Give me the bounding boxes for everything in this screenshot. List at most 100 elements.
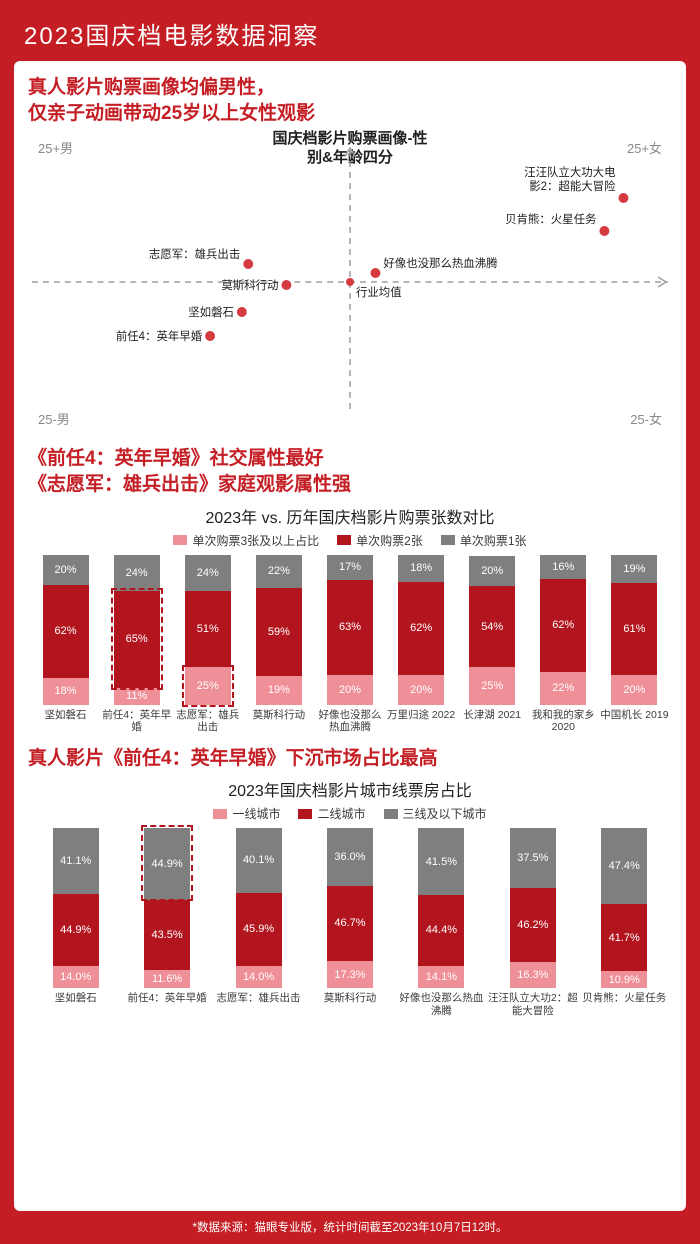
bar-x-label: 我和我的家乡 2020 — [528, 709, 599, 734]
legend-label: 三线及以下城市 — [403, 805, 487, 822]
bar-segment-pink: 20% — [611, 675, 657, 705]
bar-x-label: 汪汪队立大功2：超能大冒险 — [487, 992, 578, 1017]
bar-segment-gray: 18% — [398, 555, 444, 582]
bar-segment-gray: 20% — [469, 556, 515, 586]
legend-swatch — [213, 809, 227, 819]
bar-segment-gray: 47.4% — [601, 828, 647, 904]
heading-line: 仅亲子动画带动25岁以上女性观影 — [28, 103, 315, 124]
bar-column: 20%62%18% — [386, 555, 457, 705]
bar2-heading: 真人影片《前任4：英年早婚》下沉市场占比最高 — [28, 746, 672, 772]
bar-x-label: 志愿军：雄兵出击 — [172, 709, 243, 734]
svg-text:莫斯科行动: 莫斯科行动 — [221, 278, 278, 292]
bar-stack: 20%62%18% — [398, 555, 444, 705]
legend-item: 单次购票1张 — [441, 532, 527, 549]
bar-segment-pink: 19% — [256, 676, 302, 705]
legend-swatch — [384, 809, 398, 819]
scatter-section: 真人影片购票画像均偏男性， 仅亲子动画带动25岁以上女性观影 国庆档影片购票画像… — [28, 75, 672, 432]
legend-item: 一线城市 — [213, 805, 280, 822]
page-title: 2023国庆档电影数据洞察 — [0, 0, 700, 61]
svg-text:前任4：英年早婚: 前任4：英年早婚 — [116, 329, 203, 343]
bar-x-label: 坚如磐石 — [30, 709, 101, 734]
legend-swatch — [173, 535, 187, 545]
bar-x-label: 前任4：英年早婚 — [121, 992, 212, 1017]
legend-label: 一线城市 — [232, 805, 280, 822]
bar-x-label: 志愿军：雄兵出击 — [213, 992, 304, 1017]
bar-segment-red: 41.7% — [601, 904, 647, 971]
bar-x-label: 前任4：英年早婚 — [101, 709, 172, 734]
bar-segment-red: 65% — [114, 591, 160, 689]
bar-segment-gray: 41.5% — [418, 828, 464, 894]
bar-column: 20%61%19% — [599, 555, 670, 705]
svg-text:好像也没那么热血沸腾: 好像也没那么热血沸腾 — [383, 256, 498, 270]
bar-stack: 25%54%20% — [469, 556, 515, 705]
legend-swatch — [298, 809, 312, 819]
bar-segment-pink: 22% — [540, 672, 586, 705]
bar-stack: 11.6%43.5%44.9% — [144, 828, 190, 988]
bar-x-label: 中国机长 2019 — [599, 709, 670, 734]
legend-swatch — [337, 535, 351, 545]
bar2-bars: 14.0%44.9%41.1%11.6%43.5%44.9%14.0%45.9%… — [28, 828, 672, 988]
bar-segment-red: 54% — [469, 586, 515, 667]
bar-segment-red: 62% — [398, 582, 444, 675]
bar-segment-gray: 16% — [540, 555, 586, 579]
legend-label: 二线城市 — [317, 805, 365, 822]
bar-segment-gray: 40.1% — [236, 828, 282, 892]
heading-line: 真人影片购票画像均偏男性， — [28, 77, 275, 98]
bar-stack: 20%63%17% — [327, 555, 373, 705]
bar-segment-gray: 24% — [114, 555, 160, 591]
svg-text:志愿军：雄兵出击: 志愿军：雄兵出击 — [149, 247, 240, 261]
heading-line: 《前任4：英年早婚》社交属性最好 — [28, 448, 324, 469]
bar-segment-gray: 20% — [43, 555, 89, 585]
bar1-chart-title: 2023年 vs. 历年国庆档影片购票张数对比 — [28, 504, 672, 528]
bar2-chart-title: 2023年国庆档影片城市线票房占比 — [28, 777, 672, 801]
bar-segment-red: 63% — [327, 580, 373, 675]
bar-column: 19%59%22% — [243, 555, 314, 705]
scatter-heading: 真人影片购票画像均偏男性， 仅亲子动画带动25岁以上女性观影 — [28, 75, 672, 126]
bar-column: 16.3%46.2%37.5% — [487, 828, 578, 988]
bar-segment-gray: 19% — [611, 555, 657, 584]
bar-segment-red: 46.2% — [510, 888, 556, 962]
bar2-xlabels: 坚如磐石前任4：英年早婚志愿军：雄兵出击莫斯科行动好像也没那么热血沸腾汪汪队立大… — [28, 988, 672, 1017]
bar-segment-red: 59% — [256, 588, 302, 677]
scatter-chart: 国庆档影片购票画像-性 别&年龄四分 25+男 25+女 25-男 25-女 行… — [32, 132, 668, 432]
bar-x-label: 贝肯熊：火星任务 — [579, 992, 670, 1017]
svg-text:贝肯熊：火星任务: 贝肯熊：火星任务 — [505, 212, 596, 226]
bar-segment-pink: 10.9% — [601, 971, 647, 988]
bar-x-label: 莫斯科行动 — [304, 992, 395, 1017]
bar-column: 22%62%16% — [528, 555, 599, 705]
bar2-section: 真人影片《前任4：英年早婚》下沉市场占比最高 2023年国庆档影片城市线票房占比… — [28, 746, 672, 1018]
bar-column: 25%54%20% — [457, 556, 528, 705]
bar-segment-gray: 44.9% — [144, 828, 190, 900]
bar-segment-pink: 20% — [327, 675, 373, 705]
bar-segment-red: 44.9% — [53, 894, 99, 966]
bar-segment-red: 62% — [43, 585, 89, 678]
bar-segment-pink: 17.3% — [327, 961, 373, 989]
bar-x-label: 好像也没那么热血沸腾 — [396, 992, 487, 1017]
bar1-legend: 单次购票3张及以上占比单次购票2张单次购票1张 — [28, 532, 672, 549]
legend-item: 三线及以下城市 — [384, 805, 487, 822]
bar-segment-pink: 14.0% — [236, 966, 282, 988]
legend-item: 单次购票2张 — [337, 532, 423, 549]
bar-stack: 18%62%20% — [43, 555, 89, 705]
bar-stack: 14.0%45.9%40.1% — [236, 828, 282, 988]
bar-segment-pink: 14.0% — [53, 966, 99, 988]
bar-segment-red: 46.7% — [327, 886, 373, 961]
bar-column: 10.9%41.7%47.4% — [579, 828, 670, 988]
bar-x-label: 长津湖 2021 — [457, 709, 528, 734]
bar-x-label: 好像也没那么热血沸腾 — [314, 709, 385, 734]
bar-segment-pink: 11% — [114, 688, 160, 705]
bar-x-label: 万里归途 2022 — [386, 709, 457, 734]
bar-stack: 14.1%44.4%41.5% — [418, 828, 464, 988]
bar1-heading: 《前任4：英年早婚》社交属性最好 《志愿军：雄兵出击》家庭观影属性强 — [28, 446, 672, 497]
bar-stack: 20%61%19% — [611, 555, 657, 705]
bar-segment-gray: 17% — [327, 555, 373, 581]
content-card: 真人影片购票画像均偏男性， 仅亲子动画带动25岁以上女性观影 国庆档影片购票画像… — [14, 61, 686, 1211]
bar-stack: 19%59%22% — [256, 555, 302, 705]
bar-column: 11%65%24% — [101, 555, 172, 705]
scatter-svg: 行业均值汪汪队立大功大电影2：超能大冒险贝肯熊：火星任务志愿军：雄兵出击好像也没… — [32, 132, 668, 432]
bar-segment-pink: 11.6% — [144, 970, 190, 989]
footnote: *数据来源：猫眼专业版，统计时间截至2023年10月7日12时。 — [0, 1211, 700, 1235]
bar-segment-pink: 25% — [185, 667, 231, 705]
bar1-xlabels: 坚如磐石前任4：英年早婚志愿军：雄兵出击莫斯科行动好像也没那么热血沸腾万里归途 … — [28, 705, 672, 734]
bar-segment-pink: 25% — [469, 667, 515, 705]
